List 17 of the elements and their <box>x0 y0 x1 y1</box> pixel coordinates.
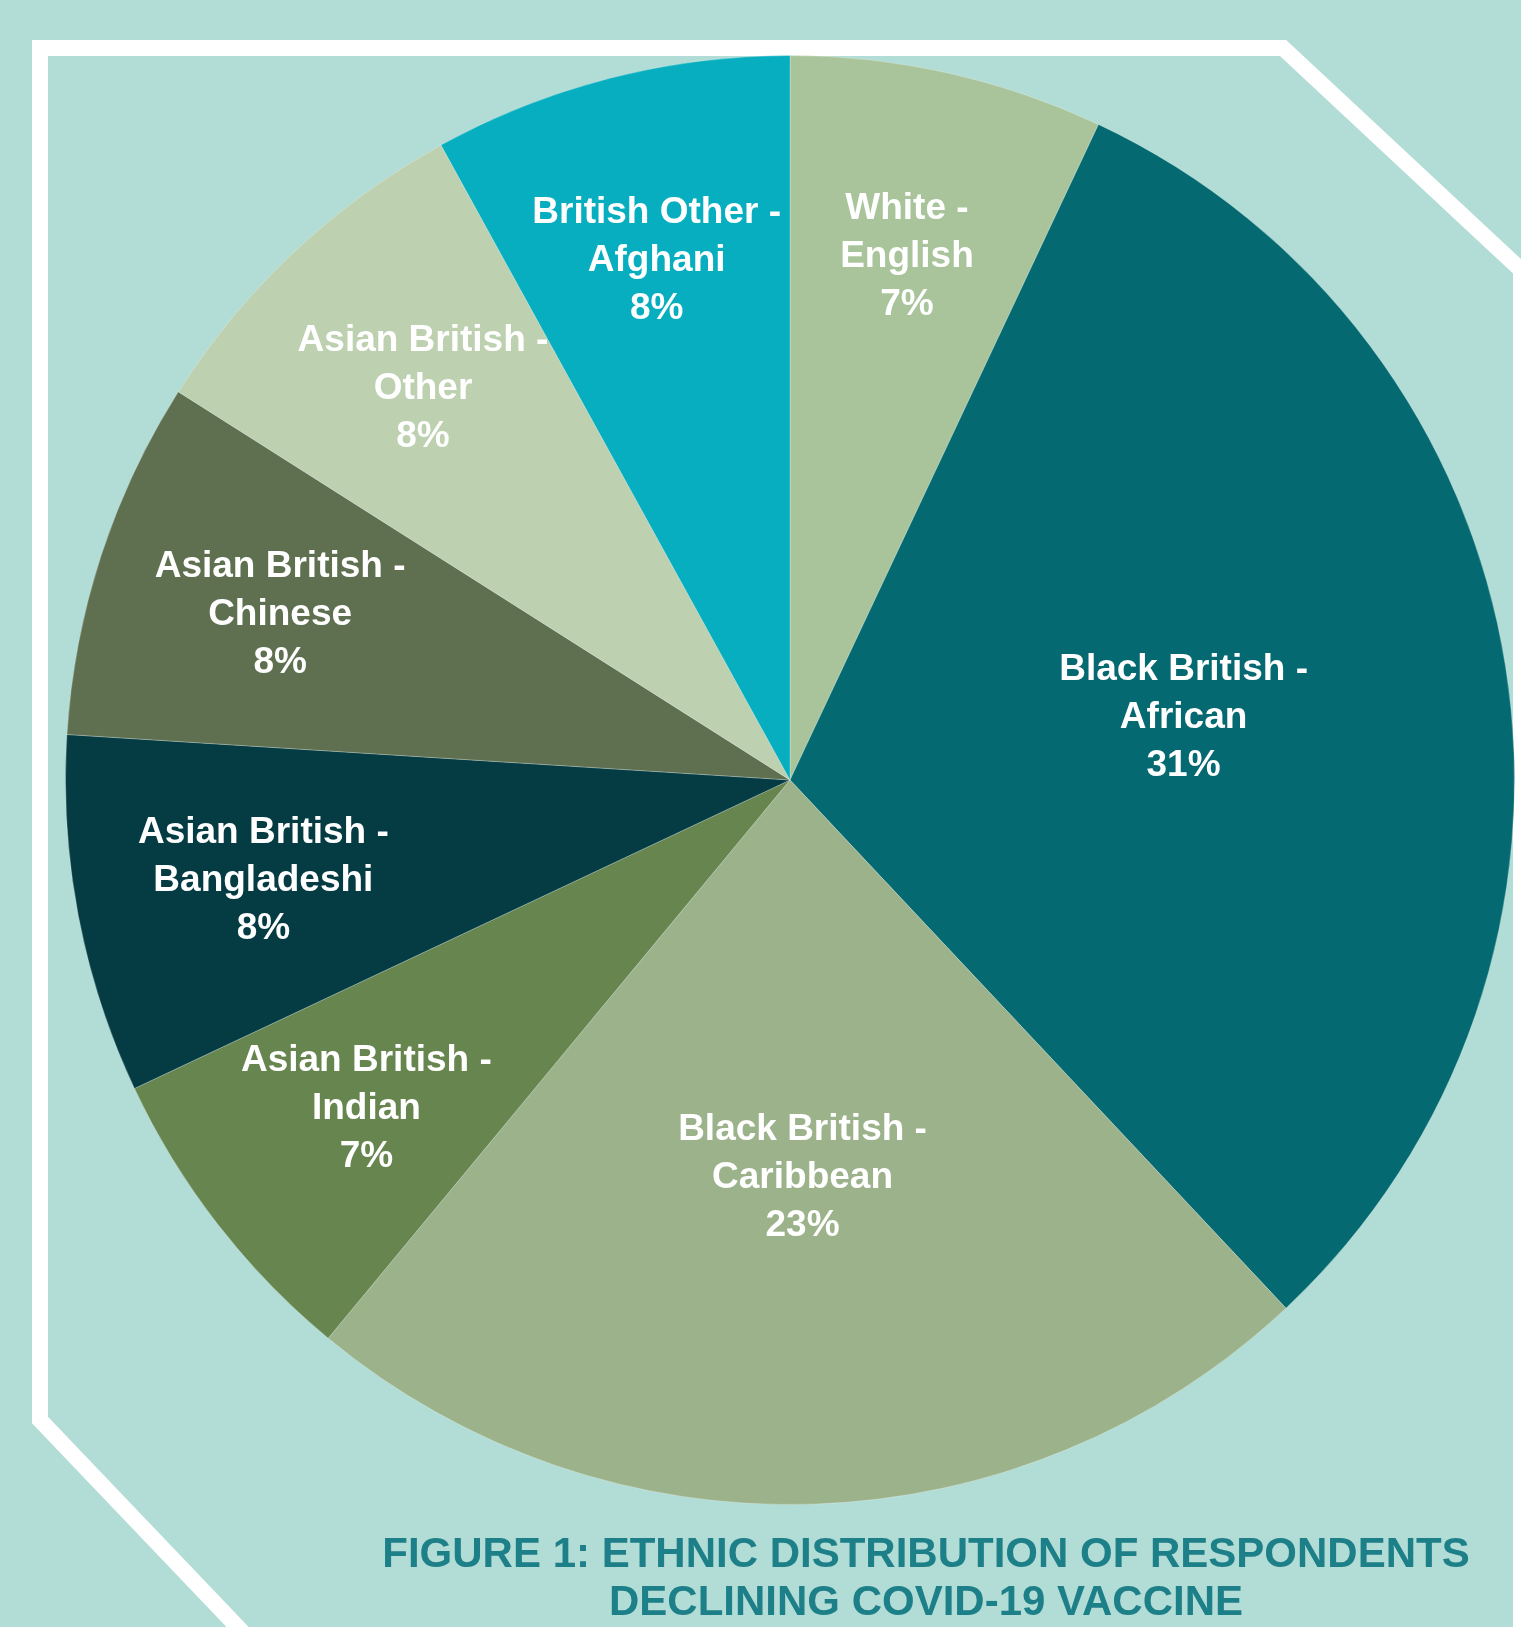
slice-label: Asian British - Indian <box>240 1037 492 1127</box>
text: FIGURE 1: ETHNIC DISTRIBUTION OF RESPONDENTS DECLINING COVID-19 VACCINE <box>381 1529 1471 1625</box>
data-label: 23% <box>765 1203 840 1245</box>
slice-label: Asian British - Bangladeshi <box>137 809 389 899</box>
data-label: 8% <box>253 639 307 681</box>
data-label: 8% <box>396 414 450 456</box>
slice-label: Asian British - Chinese <box>154 543 406 633</box>
data-label: 8% <box>629 285 684 327</box>
slice-label: Asian British - Other <box>297 318 549 408</box>
slice-label: Black British - African <box>1059 646 1308 736</box>
data-label: 7% <box>339 1133 394 1175</box>
slice-label: Black British - Caribbean <box>678 1107 927 1197</box>
data-label: 31% <box>1146 742 1221 784</box>
data-label: 7% <box>880 281 934 323</box>
slice-label: British Other - Afghani <box>532 189 782 279</box>
slice-label: White - English <box>840 185 974 275</box>
data-label: 8% <box>236 905 291 947</box>
